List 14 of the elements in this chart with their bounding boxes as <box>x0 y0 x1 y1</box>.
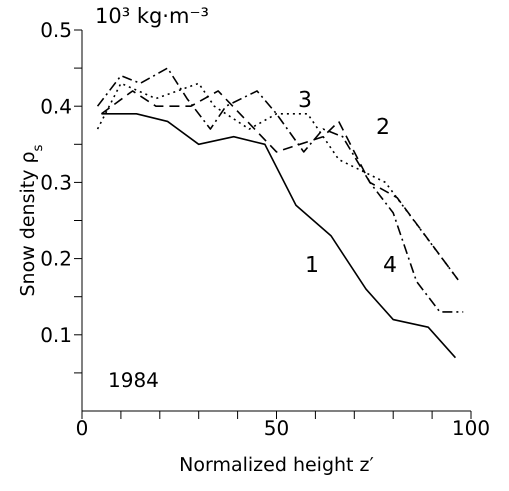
annotation: 2 <box>376 115 390 140</box>
annotation: 4 <box>383 253 397 278</box>
y-tick-label: 0.1 <box>40 322 72 347</box>
annotation: 1 <box>305 253 319 278</box>
text: 10³ kg·m⁻³ <box>95 4 209 28</box>
y-tick-label: 0.4 <box>40 94 72 118</box>
annotation: 3 <box>298 88 312 113</box>
x-tick-label: 50 <box>264 416 290 440</box>
x-tick-label: 100 <box>452 416 490 440</box>
x-axis-title: Normalized height z′ <box>179 454 374 476</box>
y-tick-label: 0.5 <box>40 18 72 42</box>
annotation: 1984 <box>108 368 159 392</box>
y-tick-label: 0.3 <box>40 170 72 194</box>
x-tick-label: 0 <box>76 416 88 440</box>
